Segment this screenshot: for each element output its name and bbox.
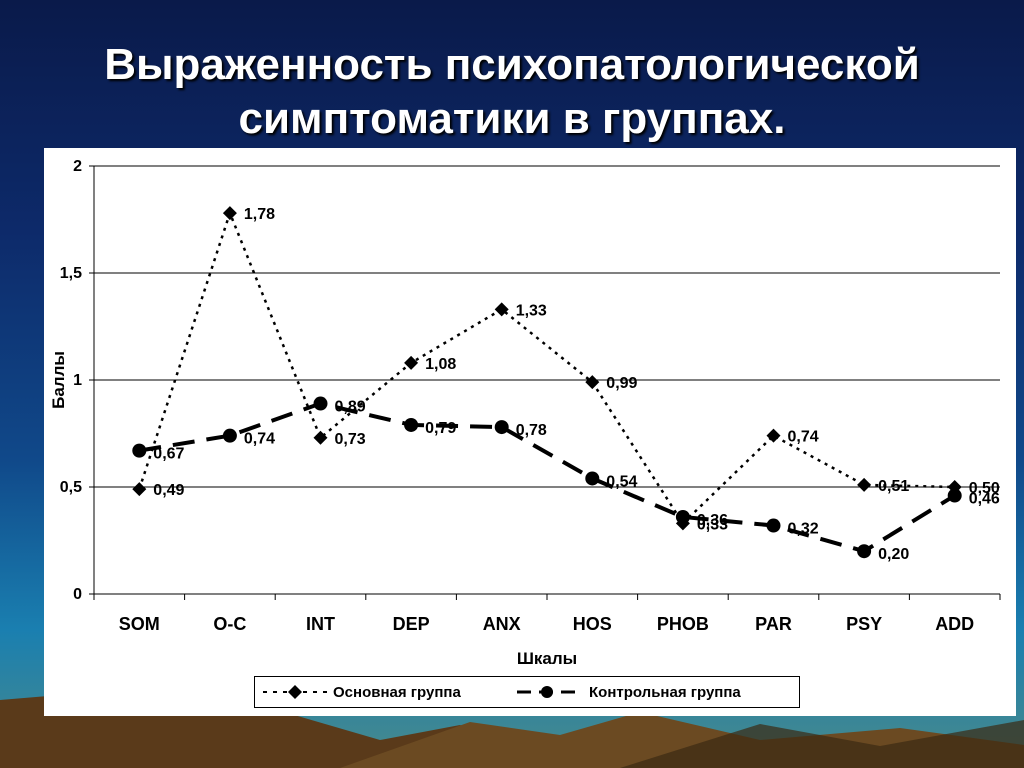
series-main-data-label: 1,33 xyxy=(516,302,547,319)
series-control-point xyxy=(404,417,419,432)
series-control-data-label: 0,32 xyxy=(788,521,819,538)
series-main-data-label: 0,74 xyxy=(788,429,819,446)
legend-label-main: Основная группа xyxy=(333,684,461,701)
series-control-data-label: 0,78 xyxy=(516,422,547,439)
series-main-point xyxy=(857,477,872,492)
series-main-data-label: 0,50 xyxy=(969,480,1000,497)
series-main-point xyxy=(494,302,509,317)
series-control-point xyxy=(313,396,328,411)
series-main-point xyxy=(132,482,147,497)
series-main-data-label: 0,49 xyxy=(153,482,184,499)
series-control-data-label: 0,54 xyxy=(606,473,637,490)
y-tick-label: 1 xyxy=(73,372,82,389)
series-control-data-label: 0,74 xyxy=(244,431,275,448)
series-main-data-label: 1,78 xyxy=(244,206,275,223)
series-control-data-label: 0,36 xyxy=(697,512,728,529)
x-tick-label: PSY xyxy=(846,614,882,634)
chart-panel: 0 0,5 1 1,5 2 SOM O-C INT DEP ANX HOS PHOB PAR PSY ADD… xyxy=(44,148,1016,716)
x-tick-label: INT xyxy=(306,614,335,634)
x-tick-label: PHOB xyxy=(657,614,709,634)
x-tick-label: O-C xyxy=(213,614,246,634)
series-control-point xyxy=(857,544,872,559)
legend-label-control: Контрольная группа xyxy=(589,684,741,701)
chart-legend: Основная группа Контрольная группа xyxy=(254,676,800,708)
y-tick-label: 1,5 xyxy=(60,265,82,282)
series-control-data-label: 0,79 xyxy=(425,420,456,437)
slide-title-line-1: Выраженность психопатологической xyxy=(104,40,920,89)
slide-title-line-2: симптоматики в группах. xyxy=(238,94,786,143)
x-tick-label: PAR xyxy=(755,614,792,634)
series-main-data-label: 0,73 xyxy=(335,431,366,448)
series-control-data-label: 0,67 xyxy=(153,446,184,463)
series-control-point xyxy=(585,471,600,486)
series-main-data-label: 0,51 xyxy=(878,478,909,495)
y-tick-label: 0 xyxy=(73,586,82,603)
x-tick-label: ADD xyxy=(935,614,974,634)
x-tick-label: SOM xyxy=(119,614,160,634)
legend-control-circle-icon xyxy=(541,686,553,698)
x-tick-label: HOS xyxy=(573,614,612,634)
series-control-point xyxy=(675,509,690,524)
legend-main-diamond-icon xyxy=(288,685,302,699)
series-main-point xyxy=(222,206,237,221)
series-main-point xyxy=(585,375,600,390)
series-main-data-label: 0,99 xyxy=(606,375,637,392)
series-control-point xyxy=(132,443,147,458)
series-main-point xyxy=(404,355,419,370)
series-control-point xyxy=(947,488,962,503)
legend-symbols xyxy=(263,685,583,699)
series-main-point xyxy=(313,430,328,445)
series-main-line xyxy=(138,209,955,526)
y-axis-label: Баллы xyxy=(49,351,68,409)
x-tick-label: ANX xyxy=(483,614,521,634)
series-main-point xyxy=(766,428,781,443)
x-axis-label: Шкалы xyxy=(517,649,577,668)
series-control-line xyxy=(138,401,956,554)
x-tick-label: DEP xyxy=(393,614,430,634)
series-control-data-label: 0,46 xyxy=(969,491,1000,508)
series-control-data-label: 0,89 xyxy=(335,399,366,416)
series-control-point xyxy=(222,428,237,443)
y-tick-label: 2 xyxy=(73,158,82,175)
slide-title: Выраженность психопатологической симптом… xyxy=(0,38,1024,146)
series-main-data-label: 0,33 xyxy=(697,516,728,533)
series-control-data-label: 0,20 xyxy=(878,546,909,563)
series-control-point xyxy=(766,518,781,533)
series-control-point xyxy=(494,420,509,435)
y-tick-label: 0,5 xyxy=(60,479,82,496)
series-main-data-label: 1,08 xyxy=(425,356,456,373)
